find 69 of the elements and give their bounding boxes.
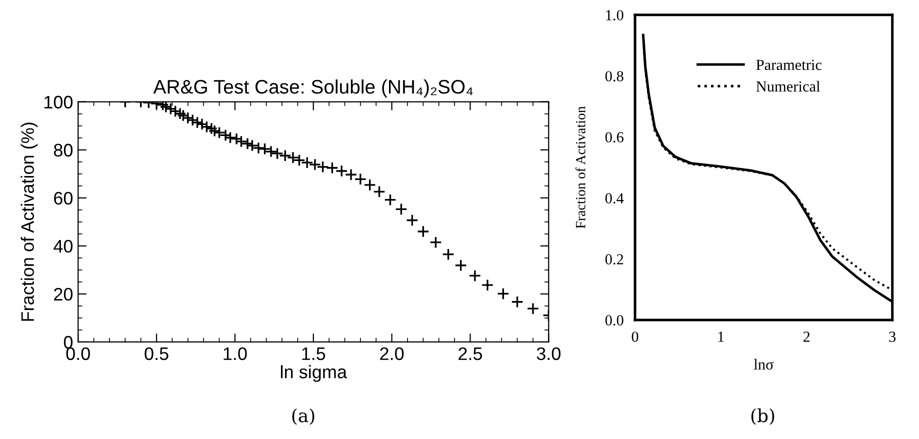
- text: (a): [292, 408, 314, 425]
- point: [394, 202, 408, 216]
- point: [511, 296, 524, 308]
- point: [164, 102, 177, 116]
- point: [416, 225, 430, 238]
- point: [481, 278, 494, 292]
- point: [271, 147, 284, 160]
- point: [316, 160, 330, 174]
- point: [252, 142, 265, 154]
- point: [176, 109, 190, 122]
- x-tick-label: 3.0: [536, 347, 560, 360]
- y-tick-label: 0.4: [605, 193, 624, 204]
- point: [373, 185, 386, 198]
- point: [335, 164, 348, 178]
- point: [308, 158, 322, 171]
- point: [169, 105, 182, 118]
- point: [293, 154, 306, 166]
- x-tick-label: 1: [718, 332, 724, 342]
- y-tick-label: 0.8: [605, 71, 624, 82]
- point: [258, 142, 271, 156]
- y-tick-label: 100: [44, 96, 73, 109]
- point: [224, 131, 236, 144]
- point: [278, 149, 292, 162]
- x-tick-label: 3: [889, 332, 896, 342]
- y-tick-label: 0.2: [605, 254, 624, 265]
- point: [326, 162, 338, 174]
- y-tick-label: 60: [54, 192, 73, 205]
- point: [364, 178, 376, 192]
- point: [406, 214, 418, 226]
- chart-title: AR&G Test Case: Soluble (NH₄)₂SO₄: [153, 79, 473, 98]
- point: [286, 151, 300, 164]
- point: [264, 145, 278, 158]
- point: [174, 107, 186, 120]
- legend-label: Parametric: [756, 60, 822, 70]
- point: [200, 120, 213, 134]
- y-tick-label: 40: [54, 240, 73, 253]
- y-axis-title: Fraction of Activation: [575, 106, 586, 228]
- point: [235, 135, 248, 148]
- point: [526, 302, 540, 315]
- x-tick-label: 0: [632, 332, 638, 342]
- legend-label: Numerical: [756, 80, 820, 92]
- x-axis-title: ln sigma: [280, 365, 347, 382]
- x-tick-label: 1.5: [302, 348, 326, 360]
- y-tick-label: 0.6: [605, 132, 624, 142]
- x-axis-title: lnσ: [754, 358, 774, 370]
- point: [354, 172, 367, 186]
- y-tick-label: 20: [54, 288, 73, 301]
- point: [213, 126, 226, 139]
- text: (b): [751, 408, 774, 425]
- x-tick-label: 2.5: [458, 347, 482, 360]
- x-tick-label: 2.0: [380, 347, 404, 360]
- point: [191, 116, 204, 129]
- point: [300, 156, 314, 169]
- point: [384, 194, 396, 206]
- y-axis-title: Fraction of Activation (%): [20, 122, 38, 321]
- x-tick-label: 0.0: [66, 347, 90, 360]
- point: [468, 269, 482, 282]
- y-tick-label: 80: [54, 144, 73, 157]
- x-tick-label: 2: [803, 332, 810, 342]
- point: [496, 288, 510, 300]
- x-tick-label: 1.0: [224, 347, 247, 360]
- point: [442, 248, 454, 261]
- point: [430, 236, 442, 249]
- point: [454, 259, 468, 272]
- x-tick-label: 0.5: [144, 347, 168, 360]
- point: [344, 168, 358, 181]
- point: [246, 139, 258, 152]
- y-tick-label: 1.0: [606, 10, 624, 20]
- y-tick-label: 0.0: [605, 315, 624, 326]
